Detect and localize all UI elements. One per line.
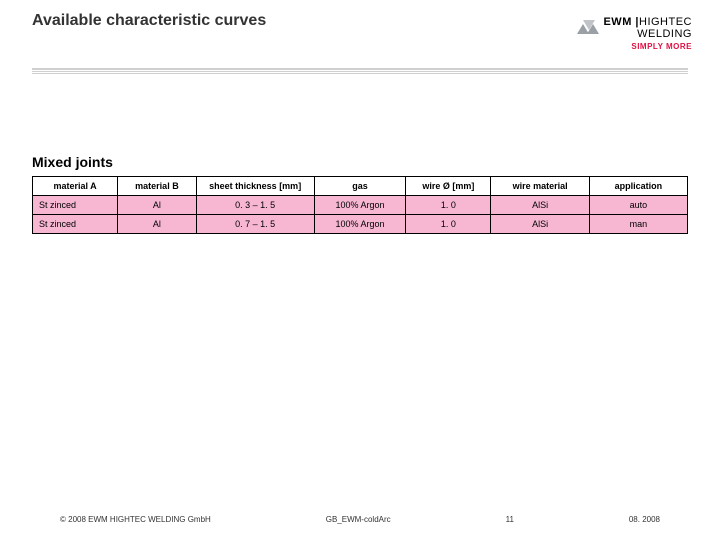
brand-logo: EWM |HIGHTEC WELDING SIMPLY MORE	[577, 16, 692, 51]
logo-tagline: SIMPLY MORE	[577, 42, 692, 51]
table-cell: auto	[589, 196, 687, 215]
table-header: material A	[33, 177, 118, 196]
table-cell: AlSi	[491, 215, 589, 234]
table-cell: 0. 3 – 1. 5	[196, 196, 314, 215]
table-cell: St zinced	[33, 215, 118, 234]
table-header: application	[589, 177, 687, 196]
table-header-row: material A material B sheet thickness [m…	[33, 177, 688, 196]
section-title: Mixed joints	[32, 154, 688, 170]
footer-page: 11	[506, 515, 514, 524]
table-cell: 100% Argon	[314, 215, 406, 234]
footer: © 2008 EWM HIGHTEC WELDING GmbH GB_EWM-c…	[0, 515, 720, 524]
footer-copyright: © 2008 EWM HIGHTEC WELDING GmbH	[60, 515, 211, 524]
table-row: St zinced Al 0. 3 – 1. 5 100% Argon 1. 0…	[33, 196, 688, 215]
table-cell: 100% Argon	[314, 196, 406, 215]
table-cell: 1. 0	[406, 196, 491, 215]
mixed-joints-table: material A material B sheet thickness [m…	[32, 176, 688, 234]
table-header: wire material	[491, 177, 589, 196]
table-row: St zinced Al 0. 7 – 1. 5 100% Argon 1. 0…	[33, 215, 688, 234]
footer-date: 08. 2008	[629, 515, 660, 524]
table-header: material B	[118, 177, 197, 196]
content: Mixed joints material A material B sheet…	[0, 154, 720, 234]
table-cell: St zinced	[33, 196, 118, 215]
table-cell: man	[589, 215, 687, 234]
header: Available characteristic curves EWM |HIG…	[0, 0, 720, 64]
table-header: gas	[314, 177, 406, 196]
logo-icon	[577, 20, 599, 36]
table-header: sheet thickness [mm]	[196, 177, 314, 196]
divider	[32, 68, 688, 74]
table-header: wire Ø [mm]	[406, 177, 491, 196]
table-cell: AlSi	[491, 196, 589, 215]
table-cell: Al	[118, 215, 197, 234]
footer-doc-code: GB_EWM-coldArc	[326, 515, 391, 524]
table-cell: 0. 7 – 1. 5	[196, 215, 314, 234]
table-cell: 1. 0	[406, 215, 491, 234]
table-cell: Al	[118, 196, 197, 215]
logo-text: EWM |HIGHTEC WELDING	[603, 16, 692, 40]
